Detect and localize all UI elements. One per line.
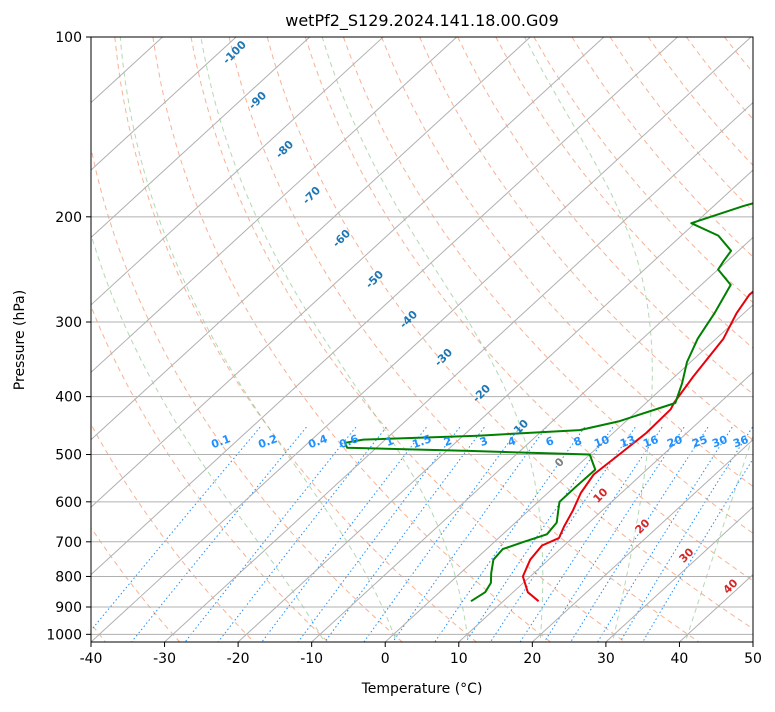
mixing-ratio-label: 13 <box>618 433 637 450</box>
x-tick-label: 30 <box>597 651 615 667</box>
y-tick-label: 600 <box>55 495 82 511</box>
mixing-ratio-line <box>321 427 484 647</box>
moist-adiabat <box>61 37 328 647</box>
grid-lines <box>0 37 775 642</box>
mixing-ratio-label: 8 <box>572 434 584 449</box>
y-tick-label: 400 <box>55 390 82 406</box>
dry-adiabat <box>77 37 408 647</box>
mixing-ratio-label: 6 <box>544 434 556 449</box>
mixing-ratio-label: 3 <box>478 434 490 449</box>
y-tick-label: 700 <box>55 535 82 551</box>
isotherm-line <box>679 37 775 642</box>
dry-adiabat <box>648 37 775 647</box>
x-tick-label: 20 <box>523 651 541 667</box>
background-lines <box>0 37 775 647</box>
isotherm-line <box>0 37 383 642</box>
moist-adiabat-label: 20 <box>633 516 653 536</box>
isotherm-line <box>0 37 457 642</box>
mixing-ratio-line <box>77 427 260 647</box>
dry-adiabat <box>763 37 775 647</box>
dry-adiabat <box>343 37 775 647</box>
mixing-ratio-label: 20 <box>665 433 684 451</box>
y-tick-label: 1000 <box>46 627 82 643</box>
mixing-ratio-label: 1.5 <box>410 432 433 451</box>
dry-adiabat <box>724 37 775 647</box>
dry-adiabat-label: -70 <box>300 184 323 207</box>
y-tick-label: 100 <box>55 30 82 46</box>
dry-adiabat <box>115 37 483 647</box>
moist-adiabat-label: 0 <box>552 455 567 470</box>
dry-adiabat <box>572 37 775 647</box>
y-tick-label: 500 <box>55 448 82 464</box>
x-tick-label: 50 <box>744 651 762 667</box>
isotherm-line <box>17 37 677 642</box>
mixing-ratio-line <box>617 427 752 647</box>
dry-adiabat-label: -40 <box>397 308 420 331</box>
x-tick-label: -40 <box>80 651 103 667</box>
isotherm-line <box>385 37 775 642</box>
dry-adiabat <box>458 37 775 647</box>
isotherm-line <box>459 37 775 642</box>
x-tick-label: -30 <box>153 651 176 667</box>
dry-adiabat-label: -60 <box>330 227 353 250</box>
mixing-ratio-line <box>389 427 546 647</box>
moist-adiabat <box>525 37 653 647</box>
mixing-ratio-line <box>595 427 733 647</box>
x-tick-label: -10 <box>300 651 323 667</box>
moist-adiabat-label: 10 <box>591 485 611 505</box>
mixing-ratio-label: 25 <box>690 433 709 450</box>
x-tick-label: -20 <box>227 651 250 667</box>
dry-adiabat-label: -50 <box>363 268 386 291</box>
y-tick-label: 900 <box>55 600 82 616</box>
moist-adiabat <box>201 37 469 647</box>
moist-adiabat-label: 30 <box>677 545 697 565</box>
mixing-ratio-line <box>360 427 520 647</box>
y-axis-label: Pressure (hPa) <box>12 290 28 390</box>
mixing-ratio-label: 0.2 <box>256 432 279 451</box>
isotherm-line <box>91 37 751 642</box>
isotherm-line <box>238 37 775 642</box>
mixing-ratio-line <box>214 427 386 647</box>
y-tick-label: 200 <box>55 210 82 226</box>
dry-adiabat <box>534 37 775 647</box>
isotherm-line <box>0 37 530 642</box>
dry-adiabat-label: -100 <box>220 38 249 67</box>
mixing-ratio-line <box>295 427 460 647</box>
moist-adiabat-label: 40 <box>721 576 741 596</box>
chart-title: wetPf2_S129.2024.141.18.00.G09 <box>285 11 559 31</box>
dry-adiabat-label: -30 <box>432 346 455 369</box>
mixing-ratio-label: 10 <box>592 433 611 451</box>
x-tick-label: 40 <box>671 651 689 667</box>
dry-adiabat-label: -80 <box>273 138 296 161</box>
dry-adiabat <box>267 37 775 647</box>
moist-adiabat <box>684 37 775 647</box>
x-tick-label: 0 <box>381 651 390 667</box>
isotherm-line <box>753 37 775 642</box>
mixing-ratio-label: 0.4 <box>306 432 329 451</box>
y-tick-label: 800 <box>55 569 82 585</box>
mixing-ratio-label: 36 <box>731 433 750 451</box>
dry-adiabat <box>305 37 775 647</box>
x-axis-label: Temperature (°C) <box>361 681 483 697</box>
dry-adiabat-label: -20 <box>470 382 493 405</box>
mixing-ratio-label: 30 <box>710 433 729 451</box>
y-tick-label: 300 <box>55 315 82 331</box>
x-tick-label: 10 <box>450 651 468 667</box>
